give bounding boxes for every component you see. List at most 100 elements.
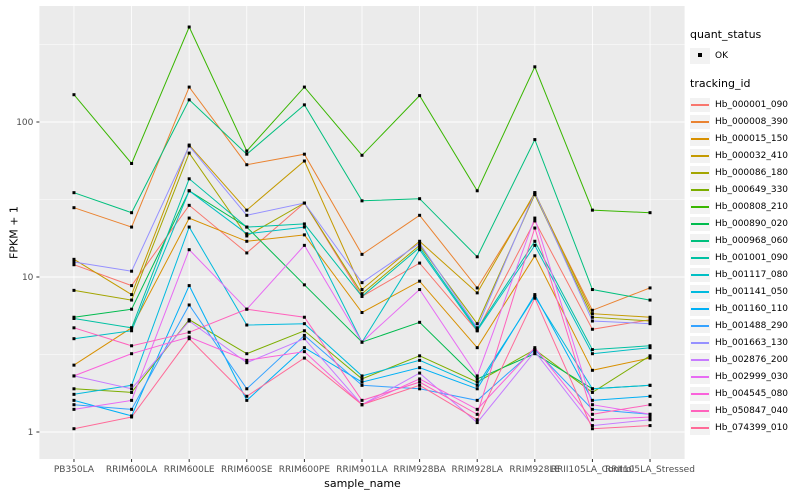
data-point <box>590 427 594 431</box>
data-point <box>302 283 306 287</box>
data-point <box>418 261 422 265</box>
data-point <box>360 374 364 378</box>
legend-item-Hb_002876_200[interactable]: Hb_002876_200 <box>690 353 800 367</box>
data-point <box>475 286 479 290</box>
data-point <box>590 418 594 422</box>
data-point <box>533 216 537 220</box>
data-point <box>360 311 364 315</box>
data-point <box>590 288 594 292</box>
data-point <box>418 94 422 98</box>
legend-item-Hb_000890_020[interactable]: Hb_000890_020 <box>690 217 800 231</box>
data-point <box>533 350 537 354</box>
data-point <box>187 225 191 229</box>
data-point <box>648 344 652 348</box>
legend-item-Hb_001001_090[interactable]: Hb_001001_090 <box>690 251 800 265</box>
data-point <box>130 407 134 411</box>
legend-item-Hb_000649_330[interactable]: Hb_000649_330 <box>690 183 800 197</box>
data-point <box>360 294 364 298</box>
legend-item-label: Hb_001001_090 <box>715 253 789 263</box>
data-point <box>418 354 422 358</box>
data-point <box>533 191 537 195</box>
series-color-line-icon <box>691 342 709 344</box>
data-point <box>302 222 306 226</box>
legend-item-Hb_001488_290[interactable]: Hb_001488_290 <box>690 319 800 333</box>
legend-key-swatch <box>690 285 710 299</box>
data-point <box>648 211 652 215</box>
data-point <box>475 387 479 391</box>
data-point <box>418 243 422 247</box>
data-point <box>187 284 191 288</box>
data-point <box>302 233 306 237</box>
series-color-line-icon <box>691 240 709 242</box>
legend-item-Hb_000015_150[interactable]: Hb_000015_150 <box>690 132 800 146</box>
legend-key-swatch <box>690 370 710 384</box>
legend-item-Hb_000808_210[interactable]: Hb_000808_210 <box>690 200 800 214</box>
data-point <box>475 398 479 402</box>
legend-item-Hb_000008_390[interactable]: Hb_000008_390 <box>690 115 800 129</box>
legend-item-Hb_050847_040[interactable]: Hb_050847_040 <box>690 404 800 418</box>
data-point <box>590 319 594 323</box>
legend-item-Hb_001141_050[interactable]: Hb_001141_050 <box>690 285 800 299</box>
legend-item-Hb_004545_080[interactable]: Hb_004545_080 <box>690 387 800 401</box>
data-point <box>418 380 422 384</box>
data-point <box>590 424 594 428</box>
legend-item-Hb_000968_060[interactable]: Hb_000968_060 <box>690 234 800 248</box>
legend-item-Hb_074399_010[interactable]: Hb_074399_010 <box>690 421 800 435</box>
y-axis-title: FPKM + 1 <box>7 206 21 259</box>
data-point <box>475 418 479 422</box>
data-point <box>302 85 306 89</box>
series-color-line-icon <box>691 189 709 191</box>
data-point <box>72 363 76 367</box>
data-point <box>418 248 422 252</box>
data-point <box>648 394 652 398</box>
data-point <box>360 340 364 344</box>
legend-item-Hb_000086_180[interactable]: Hb_000086_180 <box>690 166 800 180</box>
legend-item-Hb_000032_410[interactable]: Hb_000032_410 <box>690 149 800 163</box>
legend-item-Hb_001160_110[interactable]: Hb_001160_110 <box>690 302 800 316</box>
legend-item-Hb_001117_080[interactable]: Hb_001117_080 <box>690 268 800 282</box>
legend: quant_status OK tracking_id Hb_000001_09… <box>690 28 800 438</box>
series-color-line-icon <box>691 325 709 327</box>
legend-item-label: Hb_050847_040 <box>715 406 789 416</box>
legend-key-swatch <box>690 149 710 163</box>
data-point <box>648 412 652 416</box>
data-point <box>533 219 537 223</box>
y-tick-label: 1 <box>28 428 34 438</box>
data-point <box>130 211 134 215</box>
data-point <box>72 263 76 267</box>
legend-item-Hb_000001_090[interactable]: Hb_000001_090 <box>690 98 800 112</box>
data-point <box>648 383 652 387</box>
data-point <box>245 152 249 156</box>
data-point <box>533 254 537 258</box>
legend-item-label: Hb_000890_020 <box>715 219 789 229</box>
data-point <box>302 346 306 350</box>
data-point <box>360 153 364 157</box>
legend-key-swatch <box>690 353 710 367</box>
data-point <box>302 225 306 229</box>
legend-item-label: Hb_074399_010 <box>715 423 789 433</box>
data-point <box>302 333 306 337</box>
legend-key-swatch <box>690 200 710 214</box>
data-point <box>72 374 76 378</box>
data-point <box>648 356 652 360</box>
data-point <box>648 346 652 350</box>
legend-item-ok[interactable]: OK <box>690 48 800 64</box>
data-point <box>245 361 249 365</box>
x-tick-label: RRIM928LA <box>451 465 503 475</box>
data-point <box>590 348 594 352</box>
series-color-line-icon <box>691 138 709 140</box>
data-point <box>187 203 191 207</box>
legend-item-Hb_002999_030[interactable]: Hb_002999_030 <box>690 370 800 384</box>
data-point <box>72 326 76 330</box>
legend-item-label: OK <box>715 51 728 61</box>
data-point <box>648 403 652 407</box>
data-point <box>533 239 537 243</box>
series-color-line-icon <box>691 376 709 378</box>
legend-item-Hb_001663_130[interactable]: Hb_001663_130 <box>690 336 800 350</box>
data-point <box>418 377 422 381</box>
data-point <box>590 315 594 319</box>
data-point <box>475 189 479 193</box>
data-point <box>533 226 537 230</box>
legend-key-swatch <box>690 336 710 350</box>
